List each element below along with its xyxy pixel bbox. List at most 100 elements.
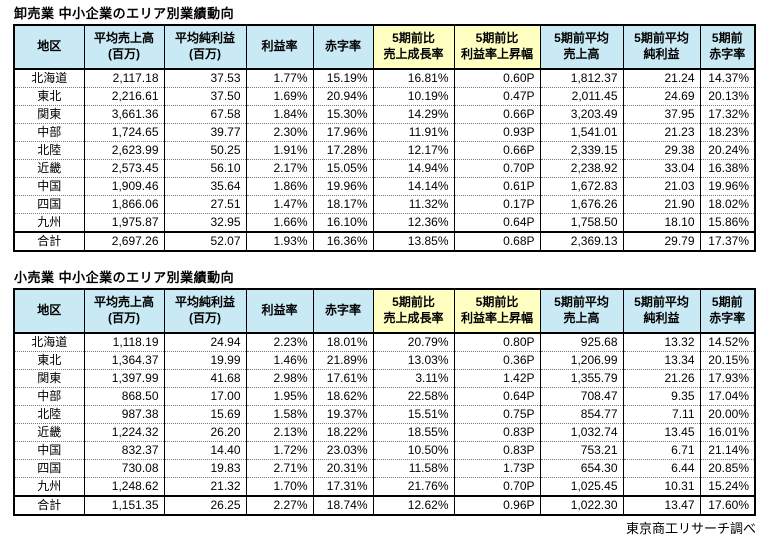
value-cell: 10.19% — [372, 87, 455, 106]
value-cell: 17.60% — [699, 495, 756, 515]
value-cell: 13.34 — [622, 351, 701, 370]
value-cell: 15.51% — [372, 405, 455, 424]
value-cell: 17.31% — [312, 477, 374, 496]
header-row: 地区 平均売上高 (百万) 平均純利益 (百万) 利益率 赤字率 5期前比 売上成長率 5期… — [13, 288, 756, 334]
value-cell: 0.93P — [453, 123, 541, 142]
region-cell: 関東 — [13, 105, 85, 124]
value-cell: 1.42P — [453, 369, 541, 388]
value-cell: 2.13% — [245, 423, 314, 442]
value-cell: 18.62% — [312, 387, 374, 406]
value-cell: 18.02% — [699, 195, 756, 214]
value-cell: 6.71 — [622, 441, 701, 460]
value-cell: 10.31 — [622, 477, 701, 496]
value-cell: 26.20 — [163, 423, 247, 442]
value-cell: 0.36P — [453, 351, 541, 370]
value-cell: 2.23% — [245, 332, 314, 352]
value-cell: 0.66P — [453, 105, 541, 124]
value-cell: 15.05% — [312, 159, 374, 178]
value-cell: 2,238.92 — [539, 159, 624, 178]
value-cell: 16.81% — [372, 68, 455, 88]
value-cell: 22.58% — [372, 387, 455, 406]
wholesale-table-title: 卸売業 中小企業のエリア別業績動向 — [14, 6, 235, 21]
column-header: 平均売上高 (百万) — [83, 24, 165, 70]
value-cell: 17.28% — [312, 141, 374, 160]
value-cell: 21.89% — [312, 351, 374, 370]
value-cell: 0.83P — [453, 441, 541, 460]
value-cell: 1.84% — [245, 105, 314, 124]
value-cell: 21.24 — [622, 68, 701, 88]
value-cell: 15.24% — [699, 477, 756, 496]
column-header: 5期前平均 純利益 — [622, 24, 701, 70]
value-cell: 11.58% — [372, 459, 455, 478]
value-cell: 24.94 — [163, 332, 247, 352]
region-cell: 九州 — [13, 213, 85, 232]
column-header: 平均純利益 (百万) — [163, 24, 247, 70]
value-cell: 17.32% — [699, 105, 756, 124]
value-cell: 1.93% — [245, 231, 314, 251]
value-cell: 12.62% — [372, 495, 455, 515]
header-row: 地区 平均売上高 (百万) 平均純利益 (百万) 利益率 赤字率 5期前比 売上成長率 5期… — [13, 24, 756, 70]
value-cell: 2.98% — [245, 369, 314, 388]
region-cell: 九州 — [13, 477, 85, 496]
value-cell: 52.07 — [163, 231, 247, 251]
column-header: 地区 — [13, 24, 85, 70]
value-cell: 1.47% — [245, 195, 314, 214]
value-cell: 2,216.61 — [83, 87, 165, 106]
table-row: 北陸 2,623.99 50.25 1.91% 17.28% 12.17% 0.66P 2,3… — [13, 141, 756, 160]
value-cell: 1,224.32 — [83, 423, 165, 442]
value-cell: 654.30 — [539, 459, 624, 478]
value-cell: 2,573.45 — [83, 159, 165, 178]
value-cell: 753.21 — [539, 441, 624, 460]
region-cell: 四国 — [13, 459, 85, 478]
value-cell: 730.08 — [83, 459, 165, 478]
value-cell: 14.94% — [372, 159, 455, 178]
column-header: 平均純利益 (百万) — [163, 288, 247, 334]
value-cell: 1.73P — [453, 459, 541, 478]
value-cell: 0.96P — [453, 495, 541, 515]
value-cell: 1.46% — [245, 351, 314, 370]
value-cell: 33.04 — [622, 159, 701, 178]
value-cell: 1.66% — [245, 213, 314, 232]
value-cell: 20.85% — [699, 459, 756, 478]
table-row: 中部 1,724.65 39.77 2.30% 17.96% 11.91% 0.93P 1,5… — [13, 123, 756, 142]
region-cell: 東北 — [13, 87, 85, 106]
value-cell: 1,758.50 — [539, 213, 624, 232]
value-cell: 16.36% — [312, 231, 374, 251]
value-cell: 20.00% — [699, 405, 756, 424]
value-cell: 6.44 — [622, 459, 701, 478]
value-cell: 1,909.46 — [83, 177, 165, 196]
value-cell: 41.68 — [163, 369, 247, 388]
value-cell: 16.01% — [699, 423, 756, 442]
wholesale-table: 地区 平均売上高 (百万) 平均純利益 (百万) 利益率 赤字率 5期前比 売上成長率 5期… — [13, 24, 756, 252]
column-header: 利益率 — [245, 288, 314, 334]
value-cell: 2,339.15 — [539, 141, 624, 160]
region-cell: 中部 — [13, 123, 85, 142]
table-row: 北陸 987.38 15.69 1.58% 19.37% 15.51% 0.75P 854.7… — [13, 405, 756, 424]
region-cell: 近畿 — [13, 159, 85, 178]
table-row: 中国 1,909.46 35.64 1.86% 19.96% 14.14% 0.61P 1,6… — [13, 177, 756, 196]
region-cell: 合計 — [13, 495, 85, 515]
value-cell: 16.38% — [699, 159, 756, 178]
total-row: 合計 1,151.35 26.25 2.27% 18.74% 12.62% 0.96P 1,0… — [13, 495, 756, 515]
value-cell: 35.64 — [163, 177, 247, 196]
value-cell: 1,025.45 — [539, 477, 624, 496]
value-cell: 13.32 — [622, 332, 701, 352]
value-cell: 29.79 — [622, 231, 701, 251]
value-cell: 832.37 — [83, 441, 165, 460]
table-row: 北海道 1,118.19 24.94 2.23% 18.01% 20.79% 0.80P 92… — [13, 332, 756, 352]
column-header: 平均売上高 (百万) — [83, 288, 165, 334]
value-cell: 1.70% — [245, 477, 314, 496]
table-row: 四国 730.08 19.83 2.71% 20.31% 11.58% 1.73P 654.3… — [13, 459, 756, 478]
value-cell: 708.47 — [539, 387, 624, 406]
value-cell: 18.23% — [699, 123, 756, 142]
value-cell: 0.70P — [453, 477, 541, 496]
value-cell: 19.83 — [163, 459, 247, 478]
table-row: 関東 1,397.99 41.68 2.98% 17.61% 3.11% 1.42P 1,35… — [13, 369, 756, 388]
value-cell: 1,151.35 — [83, 495, 165, 515]
region-cell: 北海道 — [13, 332, 85, 352]
value-cell: 13.85% — [372, 231, 455, 251]
value-cell: 868.50 — [83, 387, 165, 406]
table-row: 中部 868.50 17.00 1.95% 18.62% 22.58% 0.64P 708.4… — [13, 387, 756, 406]
value-cell: 14.52% — [699, 332, 756, 352]
value-cell: 18.01% — [312, 332, 374, 352]
